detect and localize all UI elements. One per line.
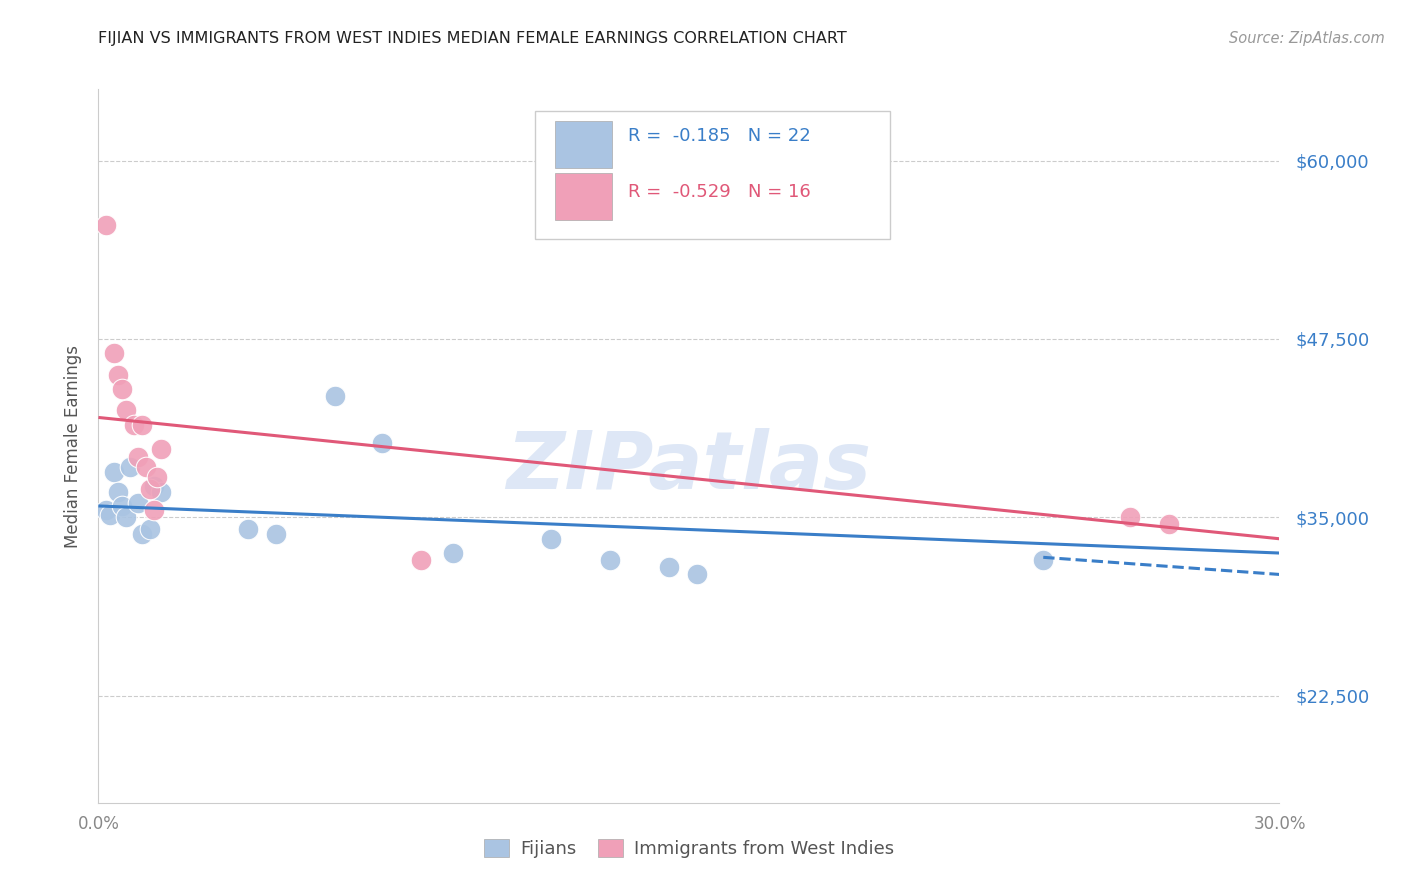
Text: FIJIAN VS IMMIGRANTS FROM WEST INDIES MEDIAN FEMALE EARNINGS CORRELATION CHART: FIJIAN VS IMMIGRANTS FROM WEST INDIES ME… — [98, 31, 848, 46]
Point — [122, 417, 145, 432]
Point — [131, 527, 153, 541]
Point — [599, 553, 621, 567]
Point — [686, 567, 709, 582]
FancyBboxPatch shape — [555, 173, 612, 219]
Legend: Fijians, Immigrants from West Indies: Fijians, Immigrants from West Indies — [477, 831, 901, 865]
Point — [138, 482, 160, 496]
Point — [146, 470, 169, 484]
Point — [371, 436, 394, 450]
Point — [1159, 517, 1181, 532]
FancyBboxPatch shape — [536, 111, 890, 239]
Text: R =  -0.185   N = 22: R = -0.185 N = 22 — [627, 127, 810, 145]
Point — [127, 496, 149, 510]
Point — [150, 484, 173, 499]
Text: Source: ZipAtlas.com: Source: ZipAtlas.com — [1229, 31, 1385, 46]
Point — [142, 503, 165, 517]
Point — [96, 218, 118, 232]
Point — [107, 368, 129, 382]
Point — [118, 460, 141, 475]
Text: ZIPatlas: ZIPatlas — [506, 428, 872, 507]
FancyBboxPatch shape — [555, 121, 612, 168]
Point — [127, 450, 149, 465]
Point — [131, 417, 153, 432]
Point — [1119, 510, 1142, 524]
Point — [98, 508, 121, 522]
Point — [1032, 553, 1054, 567]
Point — [115, 510, 138, 524]
Y-axis label: Median Female Earnings: Median Female Earnings — [63, 344, 82, 548]
Point — [142, 479, 165, 493]
Point — [103, 346, 125, 360]
Point — [540, 532, 562, 546]
Point — [103, 465, 125, 479]
Point — [323, 389, 346, 403]
Point — [96, 503, 118, 517]
Point — [411, 553, 433, 567]
Point — [264, 527, 287, 541]
Point — [441, 546, 464, 560]
Point — [138, 522, 160, 536]
Point — [150, 442, 173, 456]
Point — [115, 403, 138, 417]
Text: R =  -0.529   N = 16: R = -0.529 N = 16 — [627, 183, 810, 201]
Point — [658, 560, 681, 574]
Point — [107, 484, 129, 499]
Point — [111, 382, 134, 396]
Point — [135, 460, 157, 475]
Point — [236, 522, 259, 536]
Point — [111, 499, 134, 513]
